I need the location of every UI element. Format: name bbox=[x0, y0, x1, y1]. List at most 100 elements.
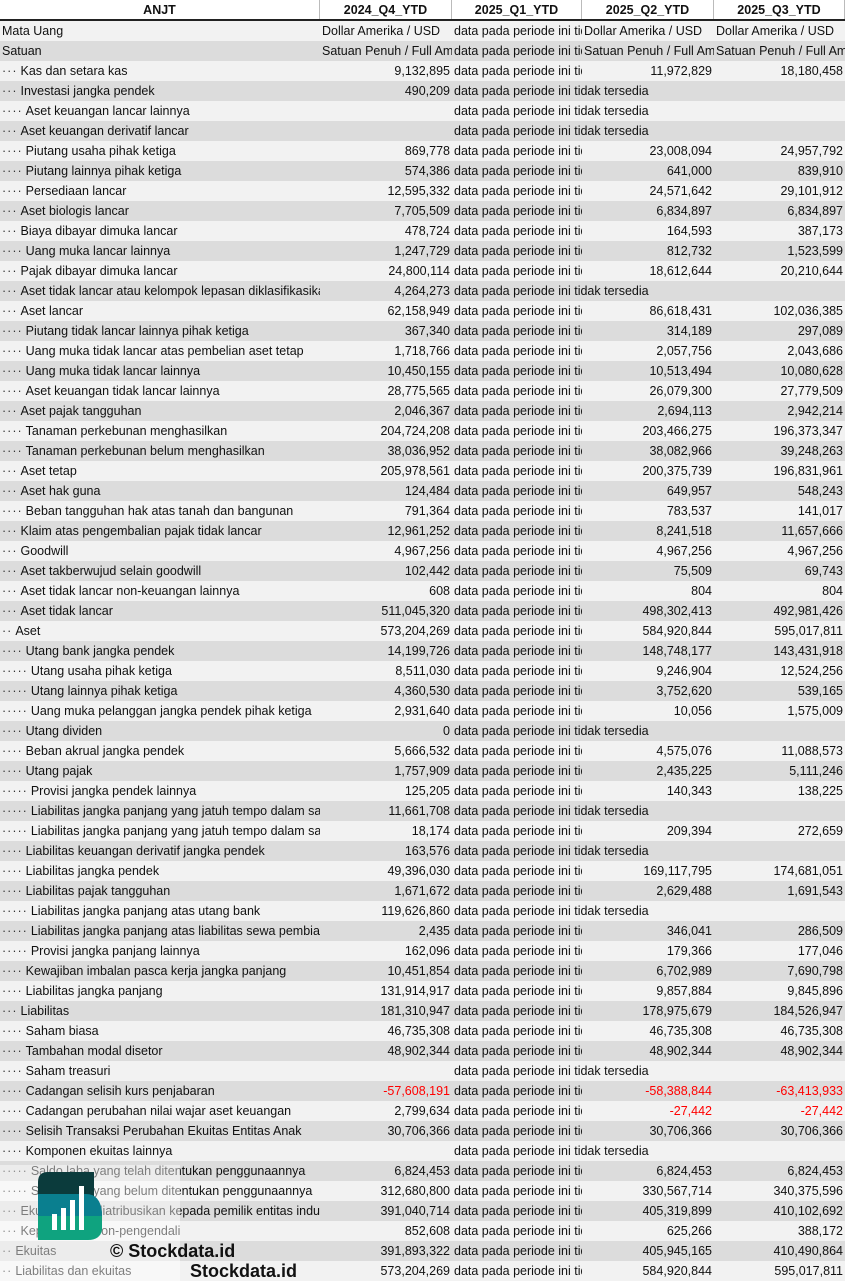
row-label: ··· Goodwill bbox=[0, 541, 320, 561]
cell: 62,158,949 bbox=[387, 304, 450, 318]
table-row: ···· Uang muka tidak lancar lainnya 10,450… bbox=[0, 361, 845, 381]
cell: data pada periode ini tidak tersedia bbox=[454, 964, 582, 978]
row-label: ···· Piutang lainnya pihak ketiga bbox=[0, 161, 320, 181]
cell: data pada periode ini tidak tersedia bbox=[454, 184, 582, 198]
table-row: ··· Aset pajak tangguhan 2,046,367 data pad… bbox=[0, 401, 845, 421]
row-label: ··· Aset keuangan derivatif lancar bbox=[0, 121, 320, 141]
cell: 2,942,214 bbox=[787, 404, 843, 418]
row-label: ···· Tanaman perkebunan menghasilkan bbox=[0, 421, 320, 441]
cell: 6,824,453 bbox=[656, 1164, 712, 1178]
cell: data pada periode ini tidak tersedia bbox=[454, 384, 582, 398]
cell: 75,509 bbox=[673, 564, 712, 578]
cell bbox=[714, 101, 845, 121]
cell: data pada periode ini tidak tersedia bbox=[454, 344, 582, 358]
table-row: ··· Klaim atas pengembalian pajak tidak l… bbox=[0, 521, 845, 541]
cell: 839,910 bbox=[797, 164, 843, 178]
indent-dots: ··· bbox=[2, 584, 18, 598]
table-row: ···· Piutang tidak lancar lainnya pihak k… bbox=[0, 321, 845, 341]
cell: data pada periode ini tidak tersedia bbox=[454, 944, 582, 958]
cell: data pada periode ini tidak tersedia bbox=[454, 1044, 582, 1058]
cell: 783,537 bbox=[666, 504, 712, 518]
cell: 405,945,165 bbox=[642, 1244, 712, 1258]
cell: 162,096 bbox=[404, 944, 450, 958]
cell bbox=[714, 81, 845, 101]
row-label: ··· Pajak dibayar dimuka lancar bbox=[0, 261, 320, 281]
header-2025-q2[interactable]: 2025_Q2_YTD bbox=[582, 0, 714, 19]
cell bbox=[714, 901, 845, 921]
indent-dots: ···· bbox=[2, 724, 23, 738]
cell: data pada periode ini tidak tersedia bbox=[454, 284, 649, 298]
indent-dots: ···· bbox=[2, 244, 23, 258]
cell: 1,718,766 bbox=[394, 344, 450, 358]
cell: 852,608 bbox=[404, 1224, 450, 1238]
cell: 181,310,947 bbox=[380, 1004, 450, 1018]
cell: -58,388,844 bbox=[645, 1084, 712, 1098]
cell: 38,082,966 bbox=[649, 444, 712, 458]
cell: 6,834,897 bbox=[787, 204, 843, 218]
indent-dots: ···· bbox=[2, 344, 23, 358]
table-row: ····· Liabilitas jangka panjang atas liab… bbox=[0, 921, 845, 941]
row-label-text: Piutang tidak lancar lainnya pihak ketig… bbox=[25, 324, 249, 338]
indent-dots: ··· bbox=[2, 484, 18, 498]
cell bbox=[320, 101, 452, 121]
cell: data pada periode ini tidak tersedia bbox=[454, 124, 649, 138]
cell: data pada periode ini tidak tersedia bbox=[454, 664, 582, 678]
row-label: ···· Aset keuangan tidak lancar lainnya bbox=[0, 381, 320, 401]
cell bbox=[714, 1141, 845, 1161]
cell: 24,571,642 bbox=[649, 184, 712, 198]
table-row: ···· Aset keuangan lancar lainnya data pad… bbox=[0, 101, 845, 121]
cell: 30,706,366 bbox=[387, 1124, 450, 1138]
cell: 26,079,300 bbox=[649, 384, 712, 398]
header-ticker[interactable]: ANJT bbox=[0, 0, 320, 19]
row-label-text: Biaya dibayar dimuka lancar bbox=[20, 224, 178, 238]
row-label-text: Provisi jangka pendek lainnya bbox=[30, 784, 197, 798]
indent-dots: ··· bbox=[2, 224, 18, 238]
indent-dots: ··· bbox=[2, 124, 18, 138]
cell: 8,511,030 bbox=[395, 664, 450, 678]
row-label: ···· Beban akrual jangka pendek bbox=[0, 741, 320, 761]
indent-dots: ···· bbox=[2, 384, 23, 398]
row-label: ··· Aset biologis lancar bbox=[0, 201, 320, 221]
table-row: ····· Uang muka pelanggan jangka pendek p… bbox=[0, 701, 845, 721]
row-label: ···· Cadangan perubahan nilai wajar aset … bbox=[0, 1101, 320, 1121]
row-label-text: Uang muka tidak lancar atas pembelian as… bbox=[25, 344, 304, 358]
row-label-text: Saham treasuri bbox=[25, 1064, 111, 1078]
row-label: ····· Provisi jangka panjang lainnya bbox=[0, 941, 320, 961]
indent-dots: ··· bbox=[2, 564, 18, 578]
table-row: ····· Saldo laba yang belum ditentukan pe… bbox=[0, 1181, 845, 1201]
cell: data pada periode ini tidak tersedia bbox=[454, 1224, 582, 1238]
cell: 178,975,679 bbox=[642, 1004, 712, 1018]
cell: 272,659 bbox=[797, 824, 843, 838]
header-2024-q4[interactable]: 2024_Q4_YTD bbox=[320, 0, 452, 19]
row-label-text: Aset biologis lancar bbox=[20, 204, 129, 218]
table-row: ··· Aset tidak lancar non-keuangan lainny… bbox=[0, 581, 845, 601]
cell: 573,204,269 bbox=[380, 624, 450, 638]
cell: 511,045,320 bbox=[381, 604, 450, 618]
indent-dots: ···· bbox=[2, 1084, 23, 1098]
indent-dots: ···· bbox=[2, 884, 23, 898]
cell: 10,450,155 bbox=[387, 364, 450, 378]
row-label-text: Utang bank jangka pendek bbox=[25, 644, 175, 658]
row-label-text: Aset tetap bbox=[20, 464, 77, 478]
row-label-text: Saldo laba yang telah ditentukan penggun… bbox=[30, 1164, 306, 1178]
row-label-text: Aset lancar bbox=[20, 304, 84, 318]
cell: 209,394 bbox=[666, 824, 712, 838]
indent-dots: ·· bbox=[2, 624, 13, 638]
cell: 10,513,494 bbox=[649, 364, 712, 378]
indent-dots: ···· bbox=[2, 1044, 23, 1058]
row-label: ····· Liabilitas jangka panjang yang jatu… bbox=[0, 821, 320, 841]
row-label-text: Saldo laba yang belum ditentukan penggun… bbox=[30, 1184, 313, 1198]
indent-dots: ·· bbox=[2, 1264, 13, 1278]
table-row: ····· Liabilitas jangka panjang atas utan… bbox=[0, 901, 845, 921]
cell: data pada periode ini tidak tersedia bbox=[454, 64, 582, 78]
cell: 2,435,225 bbox=[656, 764, 712, 778]
cell: data pada periode ini tidak tersedia bbox=[454, 584, 582, 598]
header-2025-q1[interactable]: 2025_Q1_YTD bbox=[452, 0, 582, 19]
header-2025-q3[interactable]: 2025_Q3_YTD bbox=[714, 0, 845, 19]
row-label: ··· Aset takberwujud selain goodwill bbox=[0, 561, 320, 581]
cell: data pada periode ini tidak tersedia bbox=[454, 1124, 582, 1138]
indent-dots: ····· bbox=[2, 784, 28, 798]
cell: 18,612,644 bbox=[649, 264, 712, 278]
row-label: ····· Utang usaha pihak ketiga bbox=[0, 661, 320, 681]
stockdata-logo-icon bbox=[38, 1172, 102, 1240]
